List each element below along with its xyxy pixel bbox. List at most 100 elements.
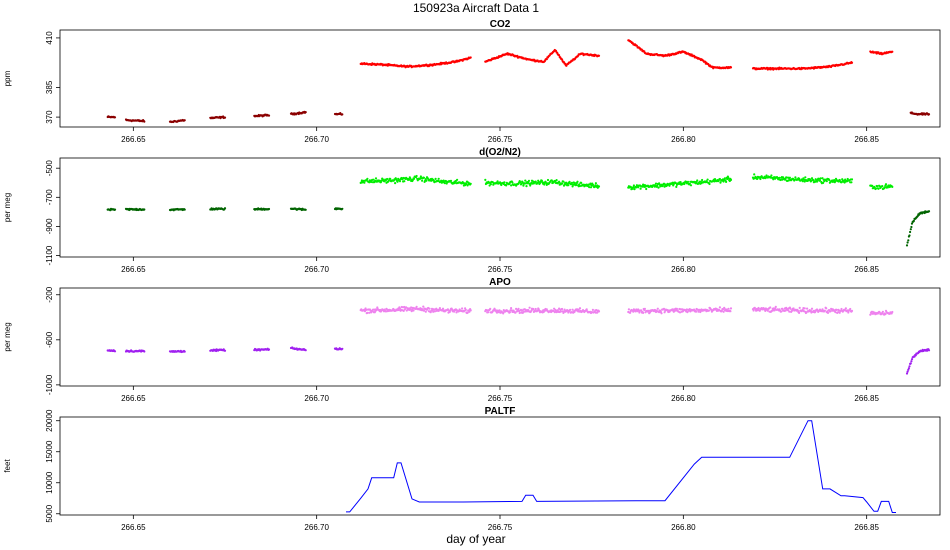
- data-point: [415, 174, 418, 178]
- x-tick-label: 266.65: [121, 135, 146, 144]
- data-point: [341, 113, 344, 116]
- data-point: [143, 350, 146, 353]
- plot-area: [106, 173, 931, 247]
- data-point: [424, 178, 427, 181]
- data-point: [792, 307, 795, 310]
- data-point: [455, 311, 458, 314]
- data-point: [518, 311, 521, 315]
- data-point: [627, 308, 631, 311]
- data-point: [826, 311, 830, 314]
- data-point: [876, 185, 879, 188]
- x-tick-label: 266.70: [304, 394, 329, 403]
- data-point: [503, 181, 506, 184]
- data-point: [647, 309, 650, 312]
- data-segment: [909, 111, 931, 116]
- data-point: [496, 180, 499, 183]
- data-point: [398, 180, 402, 183]
- panel-4: PALTF feet 266.65 266.70 266.75 266.80 266.85 5…: [3, 406, 941, 532]
- data-point: [558, 180, 561, 183]
- x-tick-label: 266.65: [121, 523, 146, 532]
- data-point: [489, 307, 492, 310]
- data-point: [421, 308, 424, 311]
- data-point: [304, 208, 307, 211]
- data-point: [781, 307, 784, 310]
- data-point: [461, 307, 464, 310]
- data-point: [883, 186, 886, 189]
- data-point: [570, 181, 574, 184]
- data-segment: [209, 207, 227, 211]
- data-point: [706, 178, 709, 181]
- data-point: [694, 310, 698, 313]
- data-point: [563, 308, 566, 311]
- y-tick-label: 20000: [45, 409, 54, 432]
- data-point: [871, 184, 874, 187]
- data-point: [525, 185, 528, 188]
- data-segment: [253, 207, 271, 211]
- data-point: [804, 176, 807, 179]
- x-tick-label: 266.75: [488, 394, 513, 403]
- plot-area: [346, 420, 896, 513]
- data-point: [707, 309, 711, 312]
- data-point: [437, 177, 440, 180]
- data-point: [522, 184, 525, 187]
- data-point: [727, 307, 730, 310]
- data-point: [803, 307, 806, 310]
- data-point: [765, 174, 768, 177]
- data-segment: [751, 61, 854, 71]
- data-segment: [627, 306, 733, 315]
- data-point: [788, 176, 792, 179]
- data-point: [449, 179, 453, 182]
- data-point: [675, 185, 678, 188]
- data-segment: [627, 175, 733, 191]
- data-point: [372, 178, 375, 181]
- data-point: [376, 306, 379, 309]
- data-segment: [484, 306, 601, 315]
- data-segment: [905, 210, 931, 247]
- data-point: [532, 307, 535, 311]
- data-segment: [869, 309, 894, 316]
- data-point: [143, 120, 146, 123]
- data-point: [591, 308, 595, 311]
- x-tick-label: 266.85: [854, 135, 879, 144]
- y-tick-label: -600: [45, 331, 54, 348]
- data-point: [656, 184, 659, 187]
- data-point: [537, 308, 540, 311]
- data-point: [409, 308, 412, 311]
- data-point: [725, 180, 728, 183]
- data-segment: [209, 115, 227, 120]
- data-point: [907, 367, 911, 370]
- data-point: [464, 308, 467, 311]
- data-point: [585, 308, 588, 311]
- data-point: [580, 181, 583, 184]
- data-point: [847, 311, 850, 314]
- data-point: [577, 308, 580, 311]
- data-point: [394, 182, 397, 185]
- plot-area: [106, 305, 931, 375]
- data-point: [510, 307, 513, 310]
- data-point: [908, 234, 911, 237]
- data-point: [370, 180, 373, 184]
- x-tick-label: 266.80: [671, 394, 696, 403]
- data-point: [727, 177, 730, 180]
- data-point: [803, 180, 806, 183]
- data-point: [642, 311, 645, 314]
- data-point: [753, 173, 756, 176]
- data-segment: [209, 348, 227, 353]
- y-axis-label: per meg: [3, 193, 12, 222]
- data-point: [881, 185, 884, 188]
- panel-title: d(O2/N2): [479, 147, 521, 158]
- data-point: [419, 175, 422, 178]
- data-point: [421, 179, 424, 182]
- x-tick-label: 266.65: [121, 265, 146, 274]
- data-point: [575, 183, 578, 187]
- data-point: [505, 184, 508, 187]
- data-segment: [359, 305, 472, 315]
- data-point: [645, 187, 648, 191]
- data-segment: [168, 118, 186, 124]
- data-point: [424, 310, 427, 313]
- data-point: [778, 176, 781, 179]
- data-segment: [124, 118, 146, 123]
- data-point: [729, 307, 733, 310]
- data-point: [910, 358, 914, 361]
- data-point: [468, 310, 471, 313]
